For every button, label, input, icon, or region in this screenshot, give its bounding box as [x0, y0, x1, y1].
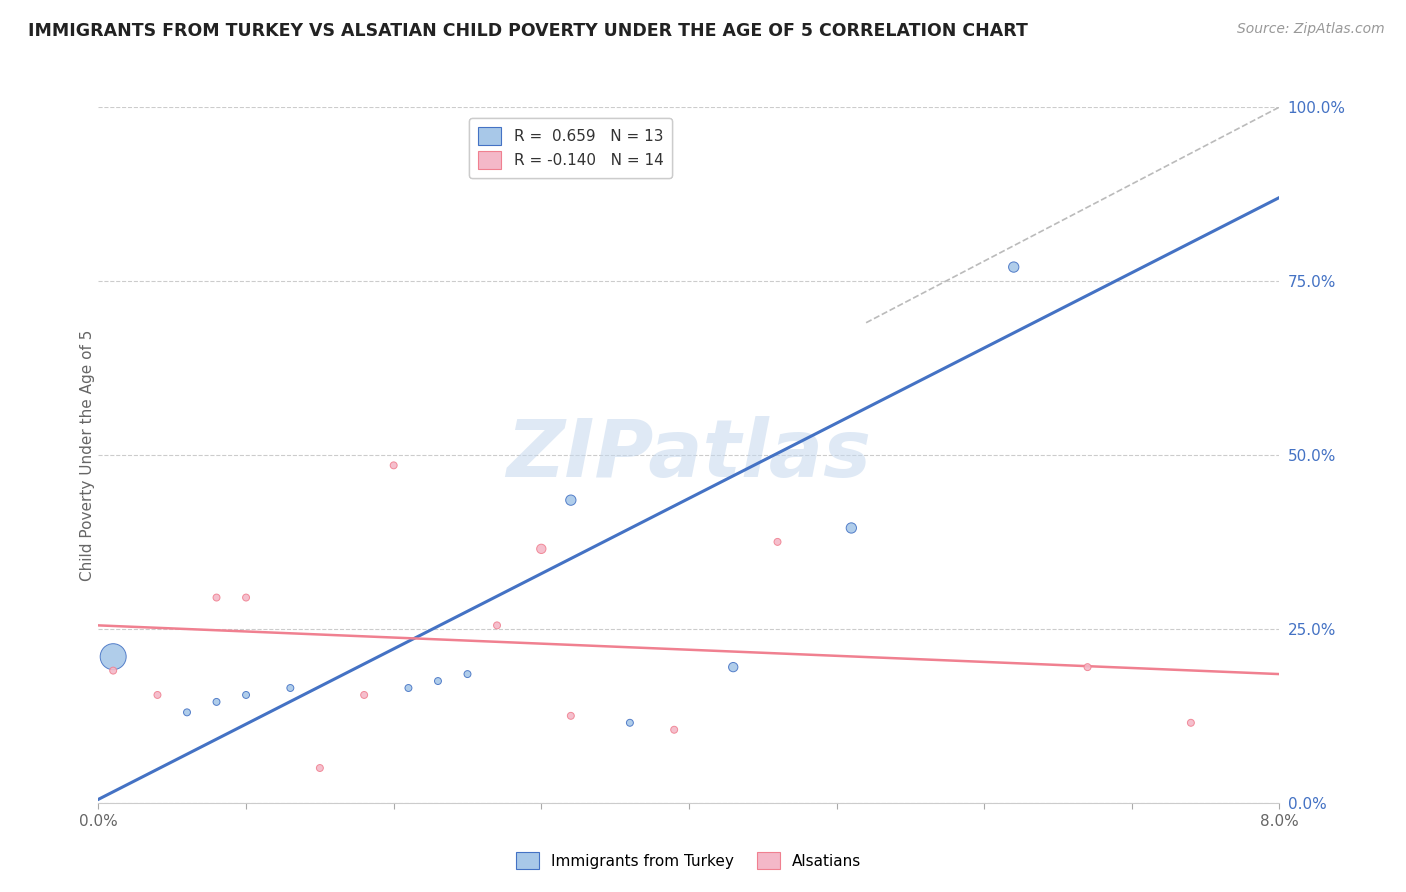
Point — [235, 591, 257, 605]
Point — [619, 715, 641, 730]
Text: Source: ZipAtlas.com: Source: ZipAtlas.com — [1237, 22, 1385, 37]
Point — [235, 688, 257, 702]
Point — [560, 708, 582, 723]
Point — [103, 664, 125, 678]
Point — [560, 493, 582, 508]
Y-axis label: Child Poverty Under the Age of 5: Child Poverty Under the Age of 5 — [80, 329, 94, 581]
Legend: R =  0.659   N = 13, R = -0.140   N = 14: R = 0.659 N = 13, R = -0.140 N = 14 — [470, 118, 672, 178]
Point — [530, 541, 553, 556]
Point — [205, 591, 228, 605]
Point — [664, 723, 686, 737]
Point — [382, 458, 405, 473]
Point — [839, 521, 862, 535]
Point — [176, 706, 198, 720]
Point — [1077, 660, 1099, 674]
Point — [721, 660, 744, 674]
Point — [485, 618, 508, 632]
Legend: Immigrants from Turkey, Alsatians: Immigrants from Turkey, Alsatians — [510, 846, 868, 875]
Point — [353, 688, 375, 702]
Point — [278, 681, 302, 695]
Point — [396, 681, 419, 695]
Point — [1002, 260, 1025, 274]
Point — [146, 688, 169, 702]
Point — [308, 761, 332, 775]
Point — [103, 649, 125, 664]
Point — [1180, 715, 1202, 730]
Text: IMMIGRANTS FROM TURKEY VS ALSATIAN CHILD POVERTY UNDER THE AGE OF 5 CORRELATION : IMMIGRANTS FROM TURKEY VS ALSATIAN CHILD… — [28, 22, 1028, 40]
Point — [456, 667, 478, 681]
Point — [205, 695, 228, 709]
Point — [426, 674, 449, 689]
Text: ZIPatlas: ZIPatlas — [506, 416, 872, 494]
Point — [766, 535, 789, 549]
